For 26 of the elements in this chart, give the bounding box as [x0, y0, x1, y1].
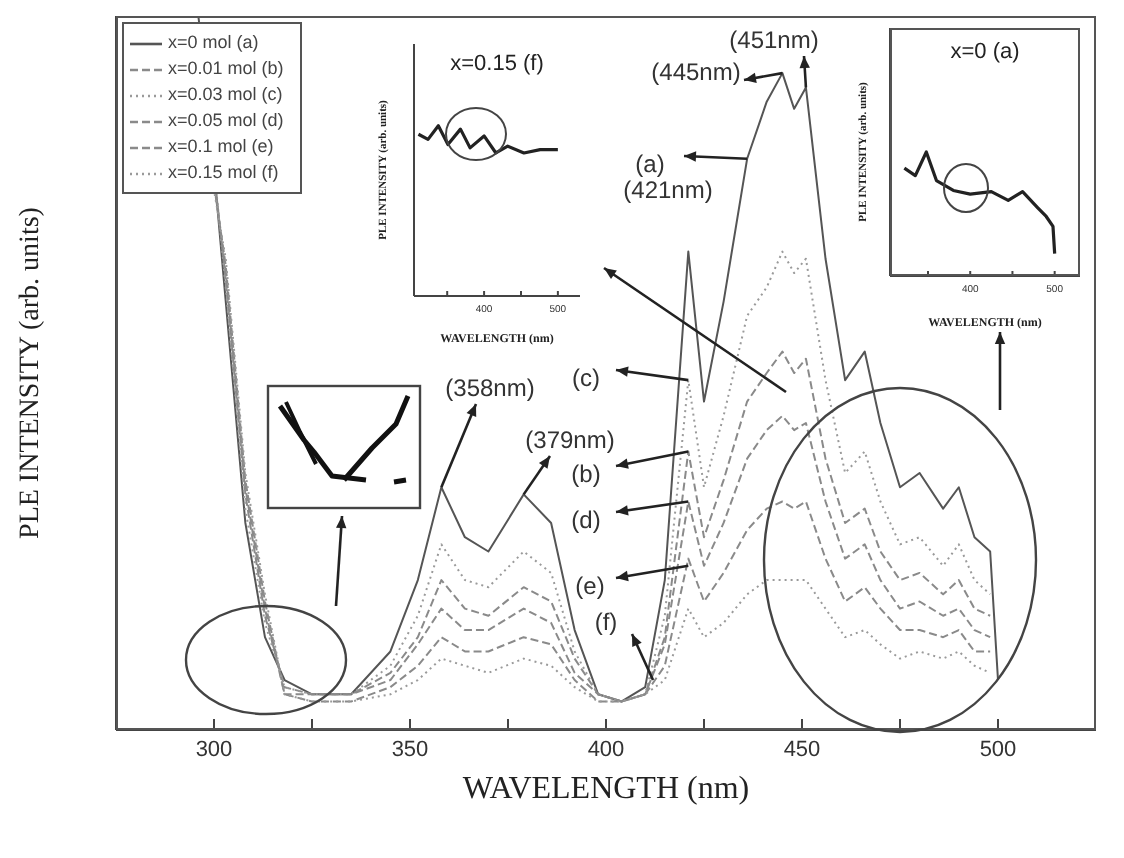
annotation: (a) [635, 150, 665, 178]
x-tick-label: 300 [195, 738, 233, 763]
legend-label: x=0.03 mol (c) [168, 82, 283, 108]
legend-label: x=0.05 mol (d) [168, 108, 284, 134]
annotation: (379nm) [525, 426, 615, 454]
annotation: (b) [571, 460, 601, 488]
legend-label: x=0 mol (a) [168, 30, 259, 56]
chart-title: x=0.15 (f) [448, 52, 546, 76]
legend-label: x=0.1 mol (e) [168, 134, 274, 160]
x-axis-title: WAVELENGTH (nm) [462, 772, 750, 806]
annotation: (c) [572, 364, 600, 392]
x-tick-label: 450 [783, 738, 821, 763]
y-axis-title: PLE INTENSITY (arb. units) [15, 206, 46, 539]
annotation: (445nm) [651, 58, 741, 86]
annotation: (d) [571, 506, 601, 534]
x-tick-label: 350 [391, 738, 429, 763]
annotation: (f) [594, 608, 618, 636]
legend-label: x=0.01 mol (b) [168, 56, 284, 82]
annotation: (e) [575, 572, 605, 600]
chart-title: x=0 (a) [948, 40, 1022, 64]
x-tick-label: 400 [587, 738, 625, 763]
annotation: (421nm) [623, 176, 713, 204]
legend-label: x=0.15 mol (f) [168, 160, 279, 186]
annotation: (358nm) [445, 374, 535, 402]
annotation: (451nm) [729, 26, 819, 54]
x-tick-label: 500 [979, 738, 1017, 763]
